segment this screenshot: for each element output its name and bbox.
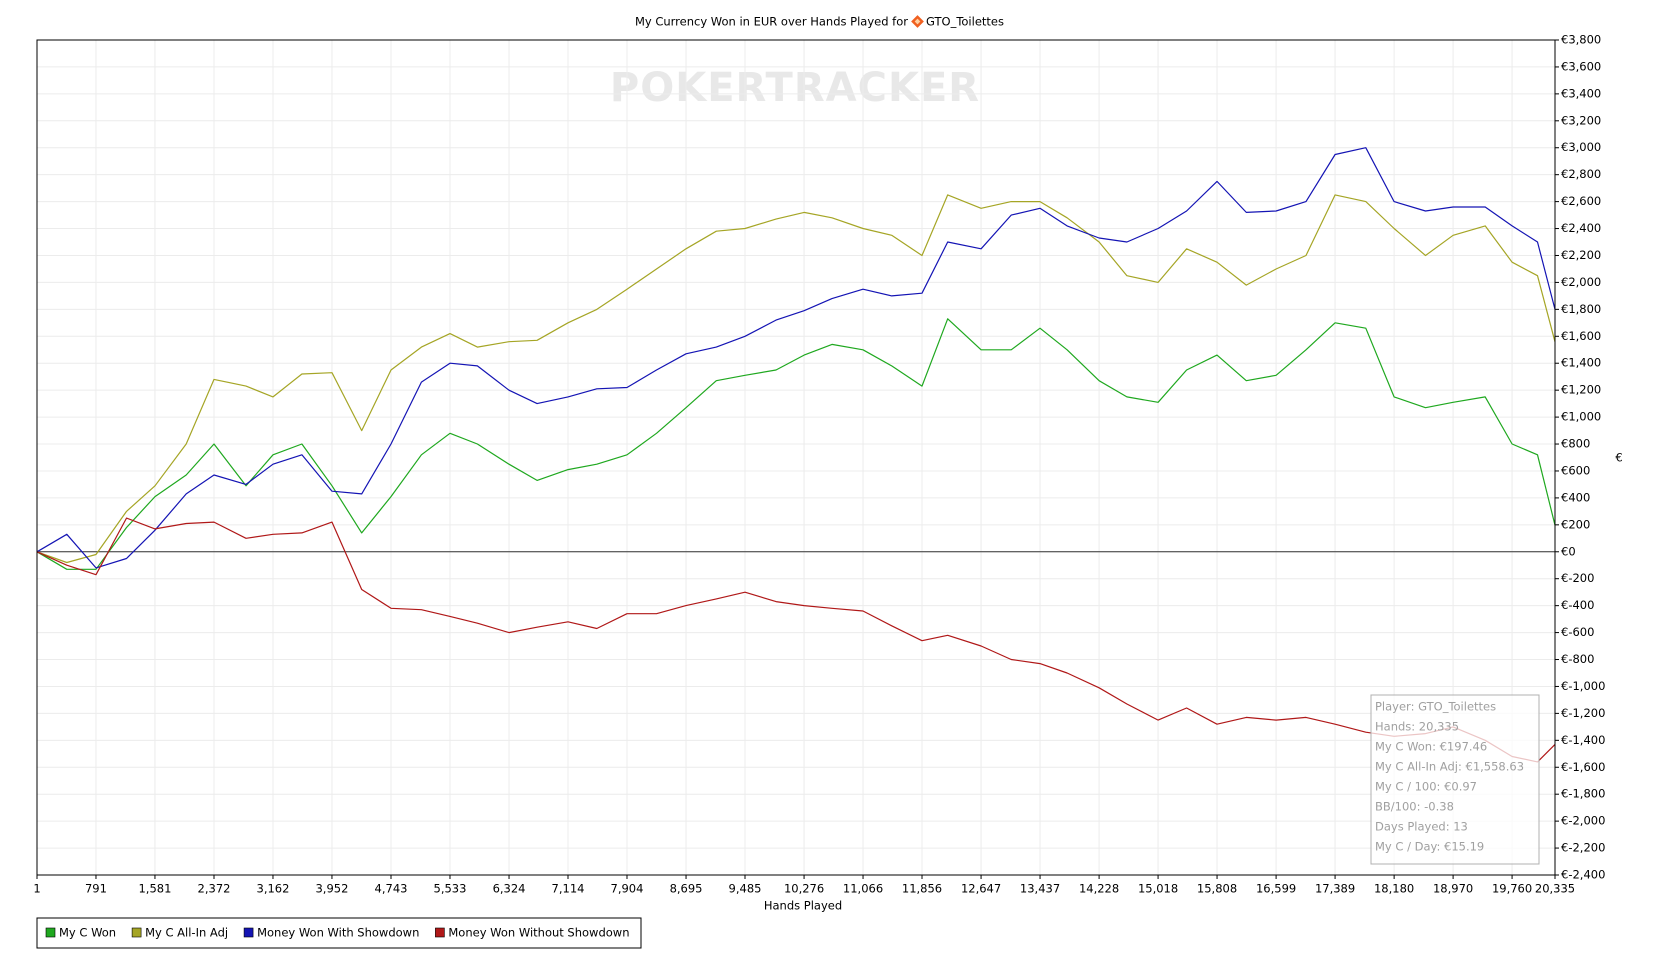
x-tick-label: 2,372 (198, 882, 231, 896)
y-tick-label: €-2,400 (1561, 868, 1605, 882)
y-tick-label: €1,400 (1561, 356, 1601, 370)
y-tick-label: €1,200 (1561, 383, 1601, 397)
y-tick-label: €-1,000 (1561, 679, 1605, 693)
series-line (36, 517, 1556, 763)
y-tick-label: €600 (1561, 463, 1590, 477)
y-tick-label: €-400 (1561, 598, 1594, 612)
x-tick-label: 8,695 (670, 882, 703, 896)
y-tick-label: €3,200 (1561, 113, 1601, 127)
tooltip: Player: GTO_Toilettes Hands: 20,335 My C W… (1370, 694, 1540, 865)
y-tick-label: €400 (1561, 490, 1590, 504)
x-tick-label: 20,335 (1535, 882, 1575, 896)
y-tick-label: €-800 (1561, 652, 1594, 666)
x-tick-label: 13,437 (1020, 882, 1060, 896)
tooltip-line: My C / 100: €0.97 (1375, 780, 1477, 794)
x-axis-label: Hands Played (764, 899, 842, 913)
x-tick-label: 18,180 (1374, 882, 1414, 896)
tooltip-line: Days Played: 13 (1375, 820, 1468, 834)
y-tick-label: €-2,000 (1561, 814, 1605, 828)
x-tick-label: 7,904 (611, 882, 644, 896)
chart-title: My Currency Won in EUR over Hands Played… (635, 15, 908, 29)
x-tick-label: 9,485 (729, 882, 762, 896)
x-tick-label: 10,276 (784, 882, 824, 896)
legend-label: My C Won (59, 926, 116, 940)
x-tick-label: 5,533 (434, 882, 467, 896)
y-tick-label: €1,000 (1561, 410, 1601, 424)
y-tick-label: €-200 (1561, 571, 1594, 585)
x-tick-label: 16,599 (1256, 882, 1296, 896)
legend-swatch (45, 927, 56, 938)
y-tick-label: €2,800 (1561, 167, 1601, 181)
legend-label: My C All-In Adj (145, 926, 228, 940)
y-tick-label: €2,400 (1561, 221, 1601, 235)
y-tick-label: €-1,600 (1561, 760, 1605, 774)
legend-swatch (435, 927, 445, 938)
x-tick-label: 3,162 (257, 882, 290, 896)
x-tick-label: 11,066 (843, 882, 883, 896)
legend-label: Money Won Without Showdown (448, 926, 629, 940)
x-tick-label: 4,743 (375, 882, 408, 896)
series-line (36, 318, 1556, 570)
legend-label: Money Won With Showdown (257, 926, 419, 940)
x-tick-label: 12,647 (961, 882, 1001, 896)
tooltip-line: Hands: 20,335 (1375, 720, 1459, 734)
chart-title-player: GTO_Toilettes (926, 15, 1004, 29)
x-tick-label: 18,970 (1433, 882, 1473, 896)
y-tick-label: €0 (1561, 544, 1576, 558)
tooltip-line: My C / Day: €15.19 (1375, 840, 1484, 854)
legend-swatch (131, 927, 142, 938)
plot-frame (36, 39, 1556, 876)
x-tick-label: 3,952 (315, 882, 348, 896)
y-tick-label: €1,800 (1561, 302, 1601, 316)
legend: My C Won My C All-In Adj Money Won With Sh… (45, 926, 630, 940)
y-tick-label: €-1,400 (1561, 733, 1605, 747)
x-tick-label: 19,760 (1492, 882, 1532, 896)
y-tick-label: €3,800 (1561, 33, 1601, 47)
y-tick-label: €3,400 (1561, 86, 1601, 100)
x-tick-label: 7,114 (552, 882, 585, 896)
x-tick-label: 17,389 (1315, 882, 1355, 896)
x-tick-label: 15,018 (1138, 882, 1178, 896)
y-tick-label: €200 (1561, 517, 1590, 531)
y-tick-label: €-1,200 (1561, 706, 1605, 720)
y-tick-label: €2,600 (1561, 194, 1601, 208)
x-tick-label: 1 (33, 882, 40, 896)
y-tick-label: €-1,800 (1561, 787, 1605, 801)
x-tick-label: 11,856 (902, 882, 942, 896)
legend-swatch (243, 927, 254, 938)
tooltip-box (1370, 694, 1540, 865)
y-tick-label: €800 (1561, 437, 1590, 451)
tooltip-line: My C Won: €197.46 (1375, 740, 1487, 754)
y-tick-label: €2,000 (1561, 275, 1601, 289)
x-tick-label: 791 (85, 882, 107, 896)
x-tick-label: 15,808 (1197, 882, 1237, 896)
y-tick-label: €-600 (1561, 625, 1594, 639)
tooltip-line: Player: GTO_Toilettes (1375, 700, 1496, 714)
tooltip-line: BB/100: -0.38 (1375, 800, 1454, 814)
y-tick-label: €1,600 (1561, 329, 1601, 343)
series-line (36, 147, 1556, 569)
y-tick-label: €2,200 (1561, 248, 1601, 262)
tooltip-line: My C All-In Adj: €1,558.63 (1375, 760, 1524, 774)
y-axis-label: € (1615, 451, 1622, 465)
x-tick-label: 14,228 (1079, 882, 1119, 896)
y-tick-label: €3,000 (1561, 140, 1601, 154)
y-tick-label: €3,600 (1561, 59, 1601, 73)
x-tick-label: 1,581 (138, 882, 171, 896)
watermark: POKERTRACKER (610, 65, 980, 111)
y-tick-label: €-2,200 (1561, 841, 1605, 855)
series-line (36, 194, 1556, 564)
x-tick-label: 6,324 (493, 882, 526, 896)
plot (36, 147, 1556, 763)
